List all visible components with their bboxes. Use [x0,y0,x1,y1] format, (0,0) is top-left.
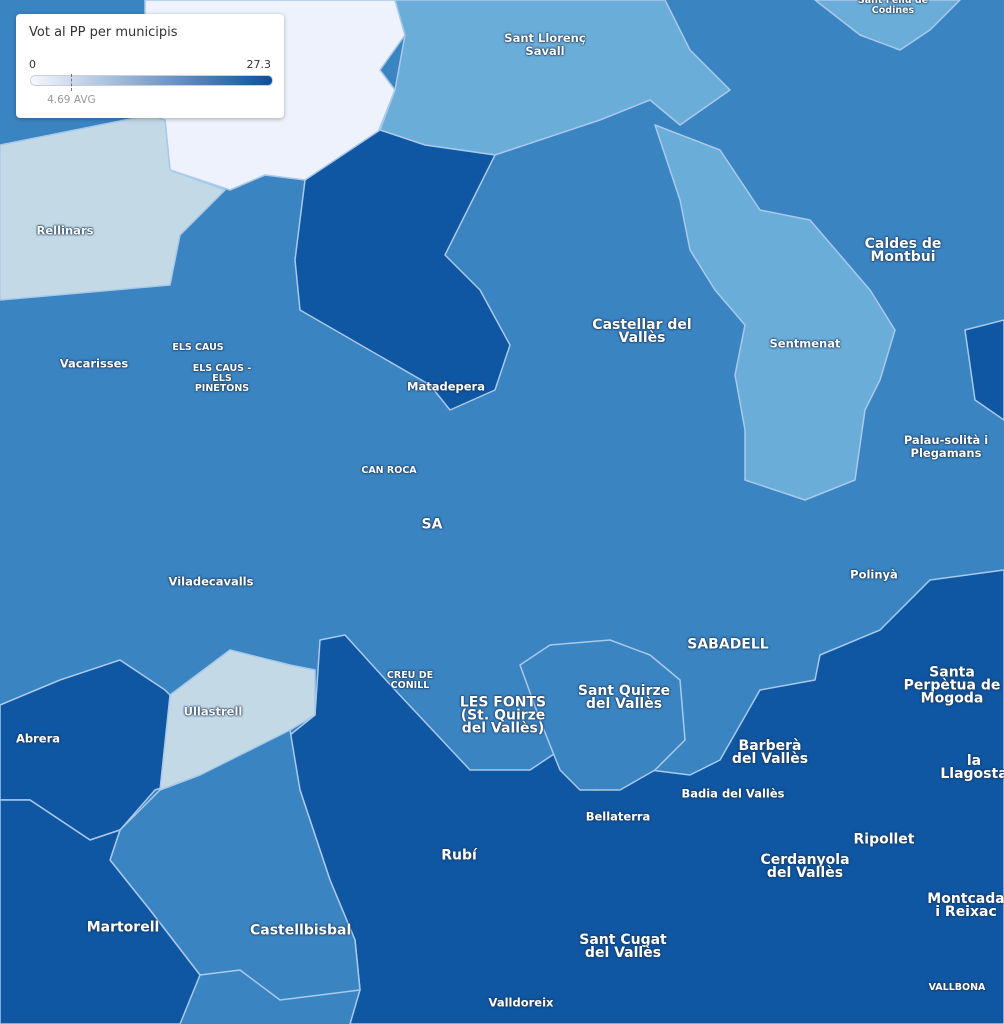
region [654,124,896,501]
legend-scale [30,75,273,86]
region [0,799,201,1024]
place-label: Matadepera [407,379,485,394]
legend: Vot al PP per municipis 0 27.3 4.69 AVG [16,14,284,118]
place-label: Bellaterra [585,809,651,824]
place-label: ELS CAUS [172,342,224,353]
region [964,319,1004,421]
place-label: Castellbisbal [250,922,352,939]
place-label: Sentmenat [769,336,841,351]
place-label: Vacarisses [59,356,129,371]
place-label: Palau-solità i Plegamans [903,433,989,460]
place-label: Viladecavalls [168,574,254,589]
place-label: Rellinars [36,223,94,238]
place-label: CREU DE CONILL [386,670,434,691]
place-label: Castellar del Vallès [592,317,692,346]
place-label: Caldes de Montbui [864,236,942,265]
place-label: ELS CAUS - ELS PINETONS [192,363,252,394]
place-label: Cerdanyola del Vallès [760,852,850,881]
place-label: Sant Quirze del Vallès [577,683,671,712]
region [814,0,961,51]
avg-label: 4.69 AVG [47,94,96,106]
place-label: Ullastrell [183,704,243,719]
place-label: Montcada i Reixac [927,891,1004,920]
place-label: Abrera [15,731,61,746]
place-label: Ripollet [853,831,915,848]
legend-min: 0 [29,58,36,71]
place-label: Sant Feliu de Codines [857,0,929,16]
region [294,129,511,411]
place-label: Polinyà [850,567,898,582]
place-label: VALLBONA [928,982,986,993]
place-label: SA [421,516,443,533]
place-label: SABADELL [687,636,769,653]
place-label: Santa Perpètua de Mogoda [903,664,1001,707]
place-label: Barberà del Vallès [731,738,809,767]
place-label: Badia del Vallès [681,786,785,801]
place-label: Rubí [441,847,477,864]
place-label: LES FONTS (St. Quirze del Vallès) [459,694,547,737]
place-label: Martorell [86,919,160,936]
legend-title: Vot al PP per municipis [29,25,178,40]
place-label: Sant Cugat del Vallès [579,932,667,961]
region [519,639,686,791]
place-label: CAN ROCA [361,465,417,476]
place-label: Valldoreix [488,995,554,1010]
avg-marker [71,74,73,91]
legend-max: 27.3 [246,58,272,71]
region [379,0,731,156]
place-label: la Llagosta [940,753,1004,782]
place-label: Sant Llorenç Savall [504,31,586,58]
